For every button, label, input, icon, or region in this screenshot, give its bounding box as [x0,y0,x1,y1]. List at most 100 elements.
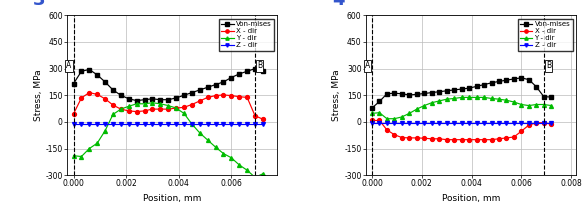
Y - dir [86,147,93,150]
Y - dir [125,105,132,108]
Z - dir [196,123,203,125]
Von-mises [212,83,219,86]
Von-mises [510,78,517,80]
Von-mises [443,90,450,92]
Z - dir [94,123,101,125]
Text: 4: 4 [332,0,345,9]
Text: B: B [546,61,551,70]
Z - dir [251,123,258,125]
Von-mises [391,92,398,94]
X - dir [236,95,243,98]
Z - dir [526,122,533,124]
X - dir [125,110,132,112]
X - dir [368,119,375,122]
Y - dir [212,146,219,148]
Von-mises [398,93,405,95]
X - dir [260,118,267,120]
Z - dir [109,123,116,125]
X - dir [149,108,156,110]
Y - dir [488,97,495,100]
Text: A: A [66,61,72,70]
Y - dir [141,102,148,105]
Von-mises [406,94,413,96]
Y - dir [244,169,251,171]
Legend: Von-mises, X - dir, Y - dir, Z - dir: Von-mises, X - dir, Y - dir, Z - dir [517,19,573,51]
X - dir [548,123,555,125]
X - dir [406,137,413,139]
Z - dir [149,123,156,125]
X - dir [118,108,125,110]
Z - dir [173,123,180,125]
Z - dir [165,123,172,125]
Von-mises [413,93,420,96]
X - dir [376,119,383,122]
Y - dir [78,155,85,158]
Z - dir [228,123,235,125]
Z - dir [212,123,219,125]
X - dir [421,137,428,140]
Z - dir [436,122,443,124]
X - dir [436,138,443,140]
Y - dir [510,101,517,103]
Line: Z - dir: Z - dir [72,122,265,126]
Z - dir [70,123,77,125]
Von-mises [518,77,525,79]
Y - dir [94,142,101,145]
Z - dir [133,123,140,125]
Z - dir [204,123,211,125]
Y - dir [503,99,510,102]
Z - dir [220,123,227,125]
Von-mises [260,70,267,72]
X - dir [133,110,140,113]
Z - dir [244,123,251,125]
X-axis label: Position, mm: Position, mm [442,194,500,203]
Y - dir [406,112,413,115]
Von-mises [488,81,495,84]
X-axis label: Position, mm: Position, mm [143,194,201,203]
X - dir [109,104,116,106]
Y - dir [133,102,140,105]
Von-mises [220,81,227,83]
Z - dir [518,122,525,124]
Z - dir [428,122,435,124]
Z - dir [398,122,405,124]
Y - dir [251,176,258,179]
Y - dir [518,103,525,106]
Von-mises [540,95,547,98]
Y - dir [236,164,243,166]
Y - dir [466,96,473,99]
Von-mises [78,70,85,72]
X - dir [220,94,227,96]
Y - dir [421,104,428,107]
Y - dir [413,108,420,110]
Von-mises [228,76,235,79]
Von-mises [466,87,473,90]
X - dir [212,94,219,97]
Y-axis label: Stress, MPa: Stress, MPa [34,69,42,121]
Z - dir [443,122,450,124]
Line: Z - dir: Z - dir [370,121,553,125]
Z - dir [391,122,398,124]
Z - dir [503,122,510,124]
X - dir [473,138,480,141]
Z - dir [548,122,555,124]
X - dir [244,96,251,99]
X - dir [141,110,148,112]
Z - dir [384,122,391,124]
X - dir [180,106,187,109]
X - dir [503,137,510,139]
Z - dir [236,123,243,125]
Z - dir [450,122,457,124]
Line: Von-mises: Von-mises [370,76,553,110]
X - dir [495,138,502,140]
Z - dir [180,123,187,125]
Von-mises [251,67,258,70]
Y - dir [443,98,450,101]
Z - dir [86,123,93,125]
X - dir [94,93,101,96]
Y - dir [384,117,391,120]
Von-mises [526,78,533,81]
Z - dir [466,122,473,124]
Y - dir [118,108,125,110]
X - dir [481,138,488,141]
